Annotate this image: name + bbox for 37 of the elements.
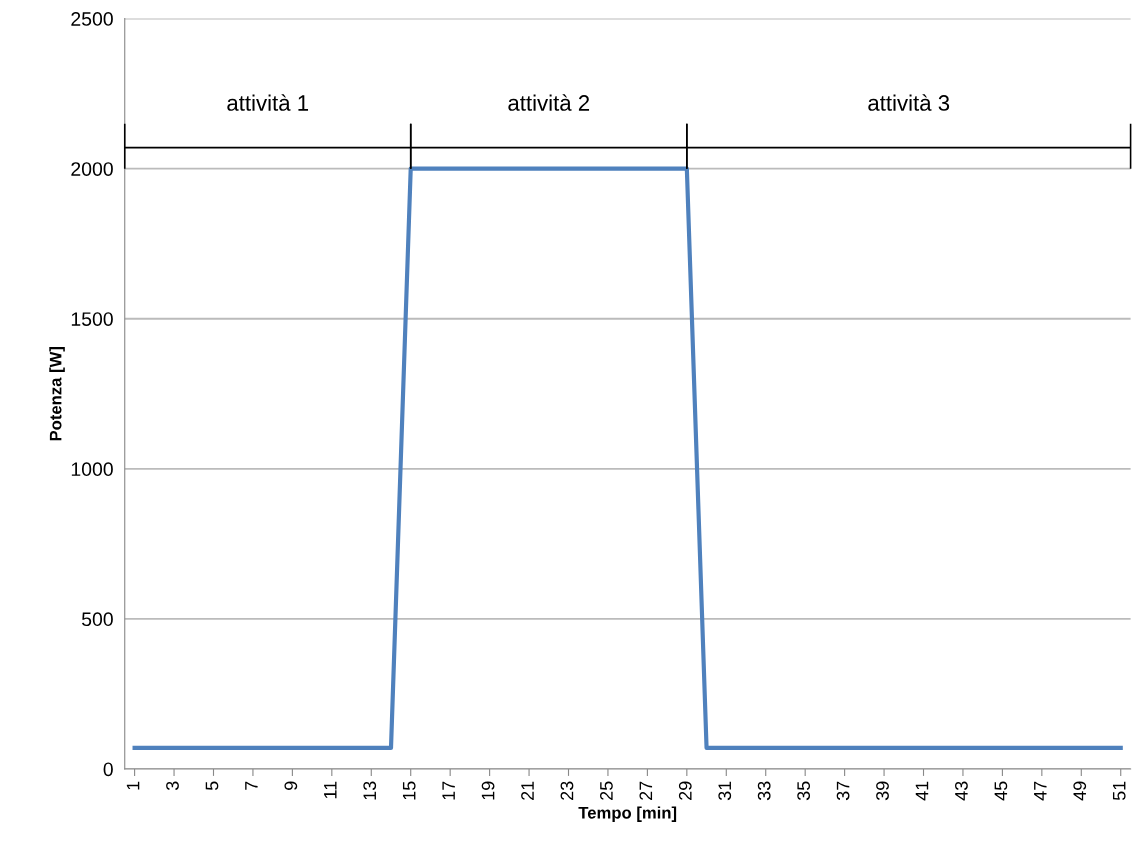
x-tick-label: 9 <box>284 781 298 790</box>
x-tick-label: 49 <box>1073 781 1087 801</box>
x-tick-label: 23 <box>560 781 574 800</box>
y-tick-label: 2000 <box>71 162 113 176</box>
y-tick-label: 500 <box>81 612 113 627</box>
x-tick-label: 19 <box>481 781 495 800</box>
x-tick-label: 39 <box>876 781 889 801</box>
x-tick-label: 35 <box>797 781 811 801</box>
x-tick-label: 47 <box>1034 781 1047 801</box>
y-tick-label: 2500 <box>71 12 113 26</box>
y-tick-label: 0 <box>103 762 113 777</box>
x-tick-label: 45 <box>994 781 1008 801</box>
x-tick-label: 31 <box>718 781 732 801</box>
y-tick-label: 1500 <box>71 312 113 326</box>
x-axis-title: Tempo [min] <box>578 806 677 822</box>
x-tick-label: 25 <box>600 781 613 800</box>
x-tick-label: 37 <box>836 781 850 801</box>
x-tick-label: 29 <box>678 781 692 800</box>
x-tick-label: 33 <box>757 781 771 801</box>
x-tick-label: 21 <box>521 781 534 800</box>
x-tick-label: 1 <box>126 781 140 790</box>
annotation: attività 1 <box>227 94 309 111</box>
x-tick-label: 17 <box>442 781 455 800</box>
x-tick-label: 27 <box>639 781 653 800</box>
annotation: attività 2 <box>508 94 590 111</box>
x-tick-label: 13 <box>363 781 377 800</box>
y-axis-title: Potenza [W] <box>49 347 65 441</box>
x-tick-label: 7 <box>245 781 258 790</box>
x-tick-label: 11 <box>324 781 337 799</box>
y-tick-label: 1000 <box>71 462 113 477</box>
x-tick-label: 51 <box>1112 781 1126 801</box>
x-tick-label: 41 <box>915 781 929 801</box>
annotation: attività 3 <box>868 94 950 111</box>
x-tick-label: 3 <box>166 781 179 791</box>
x-tick-label: 5 <box>205 781 219 791</box>
x-tick-label: 15 <box>402 781 416 800</box>
x-tick-label: 43 <box>955 781 968 801</box>
